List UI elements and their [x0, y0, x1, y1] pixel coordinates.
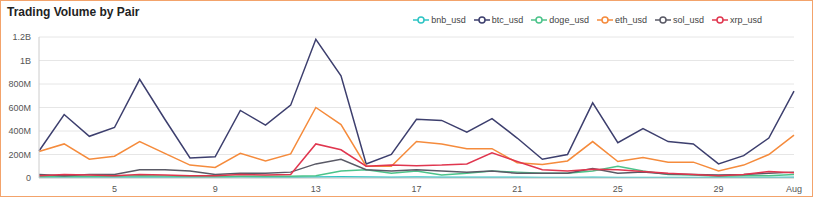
- html-text:sol_usd: sol_usd: [672, 15, 704, 25]
- svg-text:600M: 600M: [8, 103, 31, 113]
- html-text:eth_usd: eth_usd: [614, 15, 647, 25]
- svg-text:9: 9: [213, 184, 218, 194]
- svg-text:400M: 400M: [8, 126, 31, 136]
- svg-text:13: 13: [311, 184, 321, 194]
- html-text:Trading Volume by Pair: Trading Volume by Pair: [7, 5, 140, 19]
- svg-text:5: 5: [112, 184, 117, 194]
- svg-text:1B: 1B: [20, 56, 31, 66]
- svg-text:29: 29: [713, 184, 723, 194]
- html-text:bnb_usd: bnb_usd: [431, 15, 466, 25]
- svg-text:800M: 800M: [8, 79, 31, 89]
- svg-text:200M: 200M: [8, 150, 31, 160]
- html-text:btc_usd: btc_usd: [491, 15, 524, 25]
- svg-text:21: 21: [512, 184, 522, 194]
- svg-text:25: 25: [613, 184, 623, 194]
- html-text:doge_usd: doge_usd: [549, 15, 589, 25]
- svg-text:0: 0: [26, 173, 31, 183]
- svg-text:17: 17: [411, 184, 421, 194]
- svg-text:Aug: Aug: [786, 184, 802, 194]
- html-text:xrp_usd: xrp_usd: [730, 15, 762, 25]
- svg-text:1.2B: 1.2B: [12, 32, 31, 42]
